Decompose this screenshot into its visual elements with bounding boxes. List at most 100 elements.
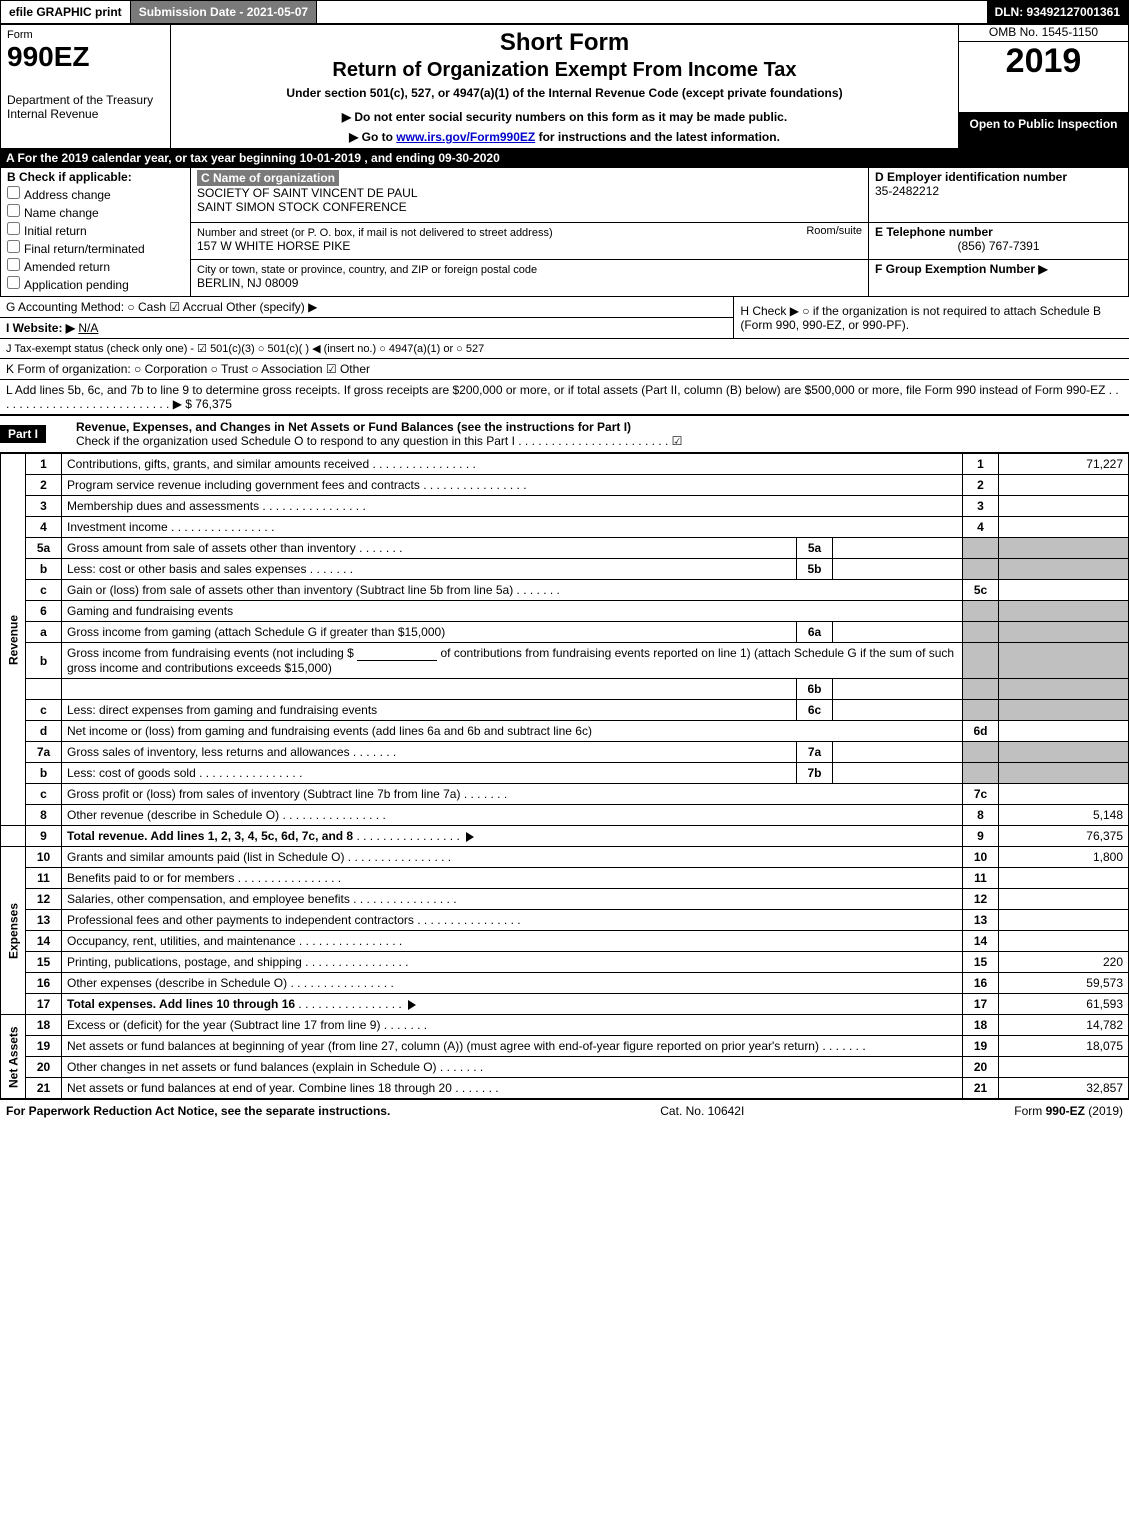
line-11-desc: Benefits paid to or for members xyxy=(62,868,963,889)
line-17-num: 17 xyxy=(26,994,62,1015)
phone-cell: E Telephone number (856) 767-7391 xyxy=(869,222,1129,259)
line-12-rn: 12 xyxy=(963,889,999,910)
line-7a-num: 7a xyxy=(26,742,62,763)
revenue-vertical-label: Revenue xyxy=(1,454,26,826)
chk-initial-return[interactable]: Initial return xyxy=(7,222,184,238)
chk-address-change-box[interactable] xyxy=(7,186,20,199)
ein-value: 35-2482212 xyxy=(875,184,939,198)
top-bar: efile GRAPHIC print Submission Date - 20… xyxy=(0,0,1129,24)
accounting-method: G Accounting Method: ○ Cash ☑ Accrual Ot… xyxy=(0,297,734,318)
chk-application-pending-box[interactable] xyxy=(7,276,20,289)
line-15-desc: Printing, publications, postage, and shi… xyxy=(62,952,963,973)
line-6d-desc: Net income or (loss) from gaming and fun… xyxy=(62,721,963,742)
net-assets-vertical-label: Net Assets xyxy=(1,1015,26,1099)
chk-final-return[interactable]: Final return/terminated xyxy=(7,240,184,256)
line-20-num: 20 xyxy=(26,1057,62,1078)
line-7a-desc: Gross sales of inventory, less returns a… xyxy=(62,742,797,763)
group-exemption-cell: F Group Exemption Number ▶ xyxy=(869,259,1129,296)
line-5b-box: 5b xyxy=(797,559,833,580)
chk-initial-return-box[interactable] xyxy=(7,222,20,235)
line-5a-box: 5a xyxy=(797,538,833,559)
line-20-rn: 20 xyxy=(963,1057,999,1078)
line-6c-desc: Less: direct expenses from gaming and fu… xyxy=(62,700,797,721)
line-8-desc: Other revenue (describe in Schedule O) xyxy=(62,805,963,826)
city-cell: City or town, state or province, country… xyxy=(191,259,869,296)
chk-amended-return-box[interactable] xyxy=(7,258,20,271)
line-21-desc: Net assets or fund balances at end of ye… xyxy=(62,1078,963,1099)
line-21-amt: 32,857 xyxy=(999,1078,1129,1099)
chk-name-change[interactable]: Name change xyxy=(7,204,184,220)
line-6d-rn: 6d xyxy=(963,721,999,742)
line-19-amt: 18,075 xyxy=(999,1036,1129,1057)
line-5b-num: b xyxy=(26,559,62,580)
link-line: ▶ Go to www.irs.gov/Form990EZ for instru… xyxy=(177,130,952,144)
subtitle: Under section 501(c), 527, or 4947(a)(1)… xyxy=(177,86,952,100)
line-6b-amt-shaded xyxy=(999,643,1129,679)
line-7b-num: b xyxy=(26,763,62,784)
line-5a-rn-shaded xyxy=(963,538,999,559)
line-5c-num: c xyxy=(26,580,62,601)
street-label: Number and street (or P. O. box, if mail… xyxy=(197,227,553,239)
footer-mid: Cat. No. 10642I xyxy=(660,1104,744,1118)
line-6a-rn-shaded xyxy=(963,622,999,643)
chk-name-change-box[interactable] xyxy=(7,204,20,217)
header-table: Form 990EZ Department of the Treasury In… xyxy=(0,24,1129,149)
chk-application-pending[interactable]: Application pending xyxy=(7,276,184,292)
line-21-num: 21 xyxy=(26,1078,62,1099)
line-16-desc: Other expenses (describe in Schedule O) xyxy=(62,973,963,994)
f-heading: F Group Exemption Number ▶ xyxy=(875,262,1048,276)
line-7b-inner-amt xyxy=(833,763,963,784)
line-18-desc: Excess or (deficit) for the year (Subtra… xyxy=(62,1015,963,1036)
chk-address-change[interactable]: Address change xyxy=(7,186,184,202)
section-h: H Check ▶ ○ if the organization is not r… xyxy=(734,297,1129,339)
line-2-rn: 2 xyxy=(963,475,999,496)
line-3-amt xyxy=(999,496,1129,517)
line-12-amt xyxy=(999,889,1129,910)
tax-exempt-status: J Tax-exempt status (check only one) ‑ ☑… xyxy=(0,339,1129,359)
c-heading: C Name of organization xyxy=(197,170,339,186)
city-label: City or town, state or province, country… xyxy=(197,264,537,276)
line-7b-rn-shaded xyxy=(963,763,999,784)
line-8-amt: 5,148 xyxy=(999,805,1129,826)
line-6c-box: 6c xyxy=(797,700,833,721)
form-label: Form xyxy=(7,29,164,41)
line-18-amt: 14,782 xyxy=(999,1015,1129,1036)
line-6c-num: c xyxy=(26,700,62,721)
line-6c-inner-amt xyxy=(833,700,963,721)
line-7a-inner-amt xyxy=(833,742,963,763)
line-13-rn: 13 xyxy=(963,910,999,931)
line-5b-rn-shaded xyxy=(963,559,999,580)
street-cell: Number and street (or P. O. box, if mail… xyxy=(191,222,869,259)
line-5c-rn: 5c xyxy=(963,580,999,601)
arrow-icon xyxy=(408,1000,416,1010)
line-1-num: 1 xyxy=(26,454,62,475)
line-2-num: 2 xyxy=(26,475,62,496)
phone-value: (856) 767-7391 xyxy=(875,239,1122,253)
line-6-rn-shaded xyxy=(963,601,999,622)
footer-right: Form 990-EZ (2019) xyxy=(1014,1104,1123,1118)
line-16-num: 16 xyxy=(26,973,62,994)
title-return: Return of Organization Exempt From Incom… xyxy=(177,59,952,82)
line-1-amt: 71,227 xyxy=(999,454,1129,475)
line-17-desc: Total expenses. Add lines 10 through 16 xyxy=(62,994,963,1015)
line-6c-amt-shaded xyxy=(999,700,1129,721)
line-7a-amt-shaded xyxy=(999,742,1129,763)
line-6b-rn-shaded-2 xyxy=(963,679,999,700)
line-15-rn: 15 xyxy=(963,952,999,973)
org-name-2: SAINT SIMON STOCK CONFERENCE xyxy=(197,200,407,214)
link-pre: ▶ Go to xyxy=(349,130,396,144)
line-1-rn: 1 xyxy=(963,454,999,475)
dept-label: Department of the Treasury xyxy=(7,93,164,107)
line-7c-desc: Gross profit or (loss) from sales of inv… xyxy=(62,784,963,805)
section-b-table: B Check if applicable: Address change Na… xyxy=(0,167,1129,297)
line-19-rn: 19 xyxy=(963,1036,999,1057)
line-8-rn: 8 xyxy=(963,805,999,826)
chk-amended-return[interactable]: Amended return xyxy=(7,258,184,274)
line-6b-desc: Gross income from fundraising events (no… xyxy=(62,643,963,679)
line-6b-num: b xyxy=(26,643,62,679)
line-5c-amt xyxy=(999,580,1129,601)
line-6a-desc: Gross income from gaming (attach Schedul… xyxy=(62,622,797,643)
chk-final-return-box[interactable] xyxy=(7,240,20,253)
irs-link[interactable]: www.irs.gov/Form990EZ xyxy=(396,130,535,144)
line-11-amt xyxy=(999,868,1129,889)
